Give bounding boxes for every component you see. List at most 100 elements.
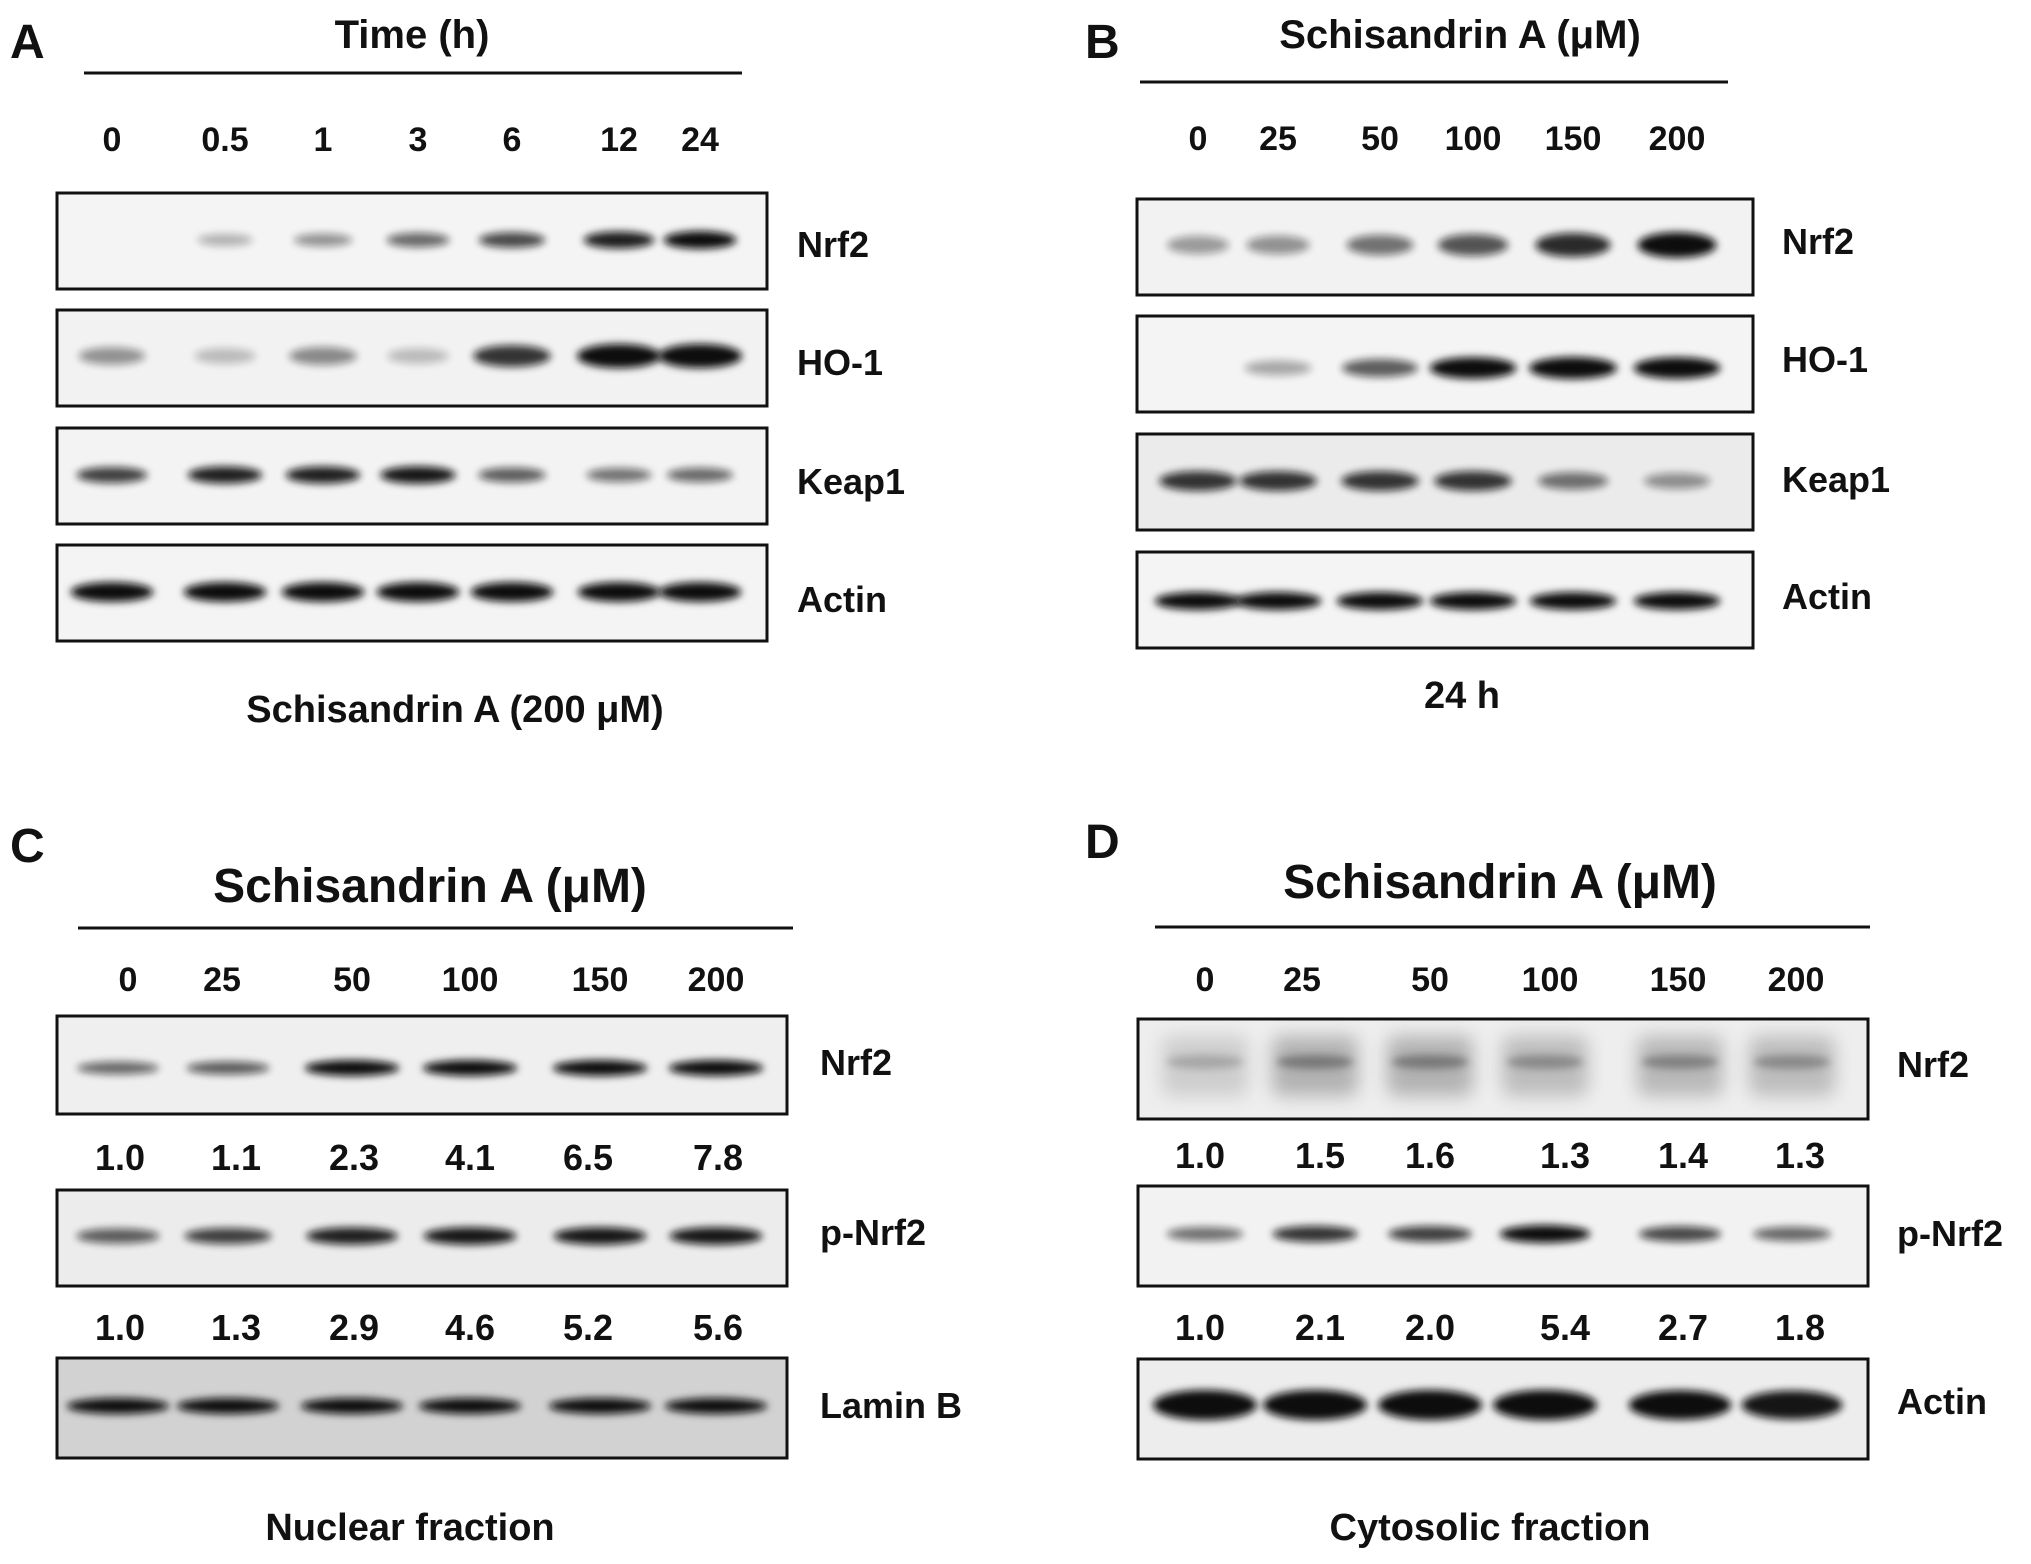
band	[1429, 357, 1517, 379]
quant-value: 2.1	[1295, 1307, 1345, 1348]
band	[1388, 1226, 1472, 1242]
panel-c-quant-nrf2: 1.0 1.1 2.3 4.1 6.5 7.8	[95, 1137, 743, 1178]
quant-value: 1.6	[1405, 1135, 1455, 1176]
panel-d-lane-labels: 0 25 50 100 150 200	[1196, 961, 1825, 999]
lane-label: 12	[600, 121, 638, 159]
blot-b-actin	[1135, 550, 1755, 650]
lane-label: 200	[1649, 120, 1706, 158]
band	[1391, 1055, 1469, 1069]
blot-b-nrf2	[1135, 197, 1755, 297]
band	[1246, 235, 1310, 255]
band	[1537, 472, 1609, 490]
blot-c-nrf2	[55, 1014, 789, 1116]
band	[473, 345, 551, 367]
band	[586, 467, 652, 483]
panel-d-quant-nrf2: 1.0 1.5 1.6 1.3 1.4 1.3	[1175, 1135, 1825, 1176]
band	[1341, 358, 1419, 378]
lane-label: 150	[1545, 120, 1602, 158]
band	[418, 1398, 522, 1414]
band	[1633, 357, 1721, 379]
band	[1166, 1055, 1244, 1069]
band	[664, 1398, 768, 1414]
band	[1272, 1225, 1358, 1243]
band	[281, 582, 365, 602]
band	[1638, 1226, 1722, 1242]
lane-label: 0	[1196, 961, 1215, 999]
lane-label: 0.5	[201, 121, 248, 159]
panel-d-caption: Cytosolic fraction	[1330, 1507, 1651, 1549]
blot-b-keap1	[1135, 432, 1755, 532]
band	[66, 1398, 170, 1414]
panel-c-caption: Nuclear fraction	[265, 1507, 554, 1549]
lane-label: 200	[1768, 961, 1825, 999]
lane-label: 100	[442, 961, 499, 999]
band	[577, 582, 661, 602]
band	[1637, 232, 1717, 258]
quant-value: 5.4	[1540, 1307, 1590, 1348]
band	[1434, 471, 1512, 491]
panel-d-header: Schisandrin A (μM)	[1283, 856, 1717, 909]
blot-label: Keap1	[797, 461, 905, 502]
lane-label: 200	[688, 961, 745, 999]
band	[666, 467, 734, 483]
band	[1244, 360, 1312, 376]
band	[1263, 1390, 1367, 1420]
band	[669, 1227, 763, 1245]
band	[658, 344, 742, 368]
panel-b-caption: 24 h	[1424, 675, 1500, 717]
blot-label: Nrf2	[1782, 221, 1854, 262]
band	[1154, 592, 1242, 610]
blot-label: Nrf2	[797, 224, 869, 265]
blot-label: Nrf2	[1897, 1044, 1969, 1085]
band	[306, 1227, 398, 1245]
blot-label: p-Nrf2	[820, 1212, 926, 1253]
lane-label: 25	[1259, 120, 1297, 158]
band	[1234, 592, 1322, 610]
band	[183, 582, 267, 602]
panel-b: B Schisandrin A (μM) 0 25 50 100 150 200…	[1085, 13, 1890, 717]
quant-value: 1.3	[1775, 1135, 1825, 1176]
band	[1628, 1390, 1732, 1420]
panel-b-letter: B	[1085, 16, 1120, 69]
lane-label: 0	[119, 961, 138, 999]
band	[1153, 1390, 1257, 1420]
panel-b-header: Schisandrin A (μM)	[1279, 13, 1641, 57]
band	[1166, 1226, 1244, 1242]
lane-label: 3	[409, 121, 428, 159]
band	[304, 1060, 400, 1076]
band	[478, 467, 546, 483]
band	[186, 1061, 270, 1075]
panel-c: C Schisandrin A (μM) 0 25 50 100 150 200…	[10, 820, 962, 1549]
blot-c-p-nrf2	[55, 1188, 789, 1288]
band	[1633, 592, 1721, 610]
band	[577, 344, 661, 368]
band	[1529, 357, 1617, 379]
quant-value: 6.5	[563, 1137, 613, 1178]
panel-d-letter: D	[1085, 816, 1120, 869]
band	[1506, 1055, 1584, 1069]
lane-label: 100	[1445, 120, 1502, 158]
blot-a-ho1	[55, 308, 769, 408]
band	[289, 347, 357, 365]
quant-value: 2.0	[1405, 1307, 1455, 1348]
quant-value: 1.0	[95, 1307, 145, 1348]
blot-label: Lamin B	[820, 1385, 962, 1426]
panel-d: D Schisandrin A (μM) 0 25 50 100 150 200…	[1085, 816, 2003, 1549]
band	[552, 1060, 648, 1076]
panel-c-letter: C	[10, 820, 45, 873]
quant-value: 4.1	[445, 1137, 495, 1178]
band	[1346, 234, 1414, 256]
panel-a: A Time (h) 0 0.5 1 3 6 12 24 Nrf2 HO-1 K…	[10, 13, 905, 731]
band	[1493, 1390, 1597, 1420]
quant-value: 1.0	[95, 1137, 145, 1178]
quant-value: 1.8	[1775, 1307, 1825, 1348]
band	[668, 1060, 764, 1076]
panel-a-header: Time (h)	[335, 13, 490, 57]
band	[470, 582, 554, 602]
band	[1378, 1390, 1482, 1420]
band	[478, 232, 546, 248]
band	[1429, 592, 1517, 610]
band	[78, 347, 146, 365]
quant-value: 1.5	[1295, 1135, 1345, 1176]
